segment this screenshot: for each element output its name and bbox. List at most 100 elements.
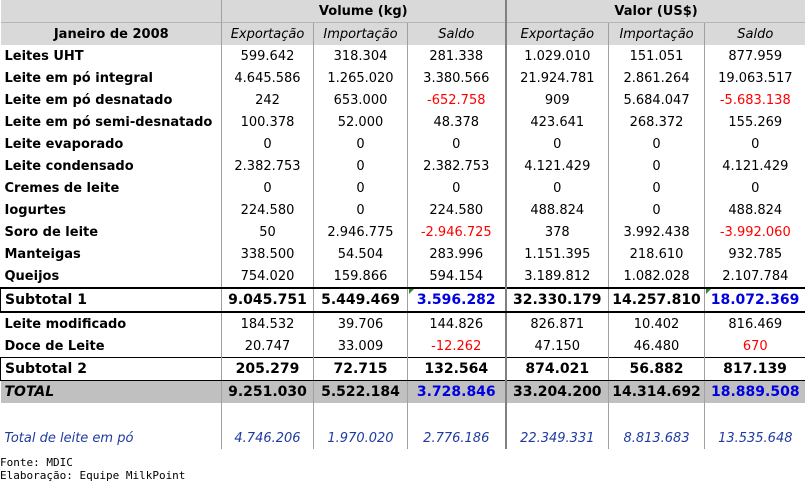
volume-exportacao-cell: 20.747 — [221, 335, 314, 358]
table-row: Leites UHT 599.642 318.304 281.338 1.029.010… — [1, 45, 805, 67]
volume-saldo-cell: 0 — [406, 133, 506, 155]
valor-saldo-cell: 817.139 — [704, 357, 805, 381]
valor-saldo-cell: 932.785 — [704, 243, 805, 265]
valor-saldo-cell: 4.121.429 — [704, 155, 805, 177]
valor-exportacao-cell: 3.189.812 — [504, 265, 609, 288]
valor-group-header: Valor (US$) — [504, 0, 805, 23]
volume-saldo-cell: -12.262 — [406, 335, 506, 358]
volume-importacao-cell: 39.706 — [313, 312, 408, 335]
spacer-cell — [1, 403, 222, 427]
spacer-cell — [608, 403, 705, 427]
volume-saldo-cell: 594.154 — [406, 265, 506, 288]
valor-saldo-cell: 670 — [704, 335, 805, 358]
row-label: Leite em pó desnatado — [4, 92, 173, 108]
row-label: Subtotal 2 — [0, 357, 222, 381]
row-label: Leite em pó integral — [4, 70, 153, 86]
volume-importacao-cell: 33.009 — [313, 335, 408, 358]
valor-importacao-cell: 14.257.810 — [608, 287, 705, 313]
volume-importacao-cell: 2.946.775 — [313, 221, 408, 243]
valor-saldo-cell: 155.269 — [704, 111, 805, 133]
valor-saldo-cell: 19.063.517 — [704, 67, 805, 89]
volume-exportacao-cell: 4.746.206 — [221, 427, 314, 449]
volume-importacao-cell: 1.265.020 — [313, 67, 408, 89]
volume-saldo-cell: 132.564 — [406, 357, 506, 381]
row-label: Queijos — [4, 268, 60, 284]
volume-saldo-cell: 144.826 — [406, 312, 506, 335]
volume-saldo-cell: 224.580 — [406, 199, 506, 221]
valor-importacao-cell: 0 — [608, 177, 705, 199]
row-label: Leites UHT — [4, 48, 84, 64]
volume-exportacao-cell: 184.532 — [221, 312, 314, 335]
powder-total-row: Total de leite em pó 4.746.206 1.970.020 2.… — [1, 427, 805, 449]
table-row: Iogurtes 224.580 0 224.580 488.824 0 488.824 — [1, 199, 805, 221]
table-row: Leite em pó desnatado 242 653.000 -652.758 9… — [1, 89, 805, 111]
valor-importacao-cell: 151.051 — [608, 45, 705, 67]
valor-saldo-cell: 18.889.508 — [704, 380, 805, 403]
valor-exportacao-cell: 47.150 — [504, 335, 609, 358]
row-label: Subtotal 1 — [0, 287, 222, 313]
spacer-cell — [504, 403, 609, 427]
volume-importacao-cell: 72.715 — [313, 357, 408, 381]
table-row: Queijos 754.020 159.866 594.154 3.189.812 1.0… — [1, 265, 805, 288]
row-label: Iogurtes — [4, 202, 67, 218]
valor-saldo-header: Saldo — [704, 22, 805, 45]
valor-saldo-cell: 0 — [704, 177, 805, 199]
valor-importacao-cell: 2.861.264 — [608, 67, 705, 89]
row-label: Total de leite em pó — [4, 430, 134, 446]
valor-saldo-cell: 18.072.369 — [704, 287, 805, 313]
table-row: Leite em pó semi-desnatado 100.378 52.000 4… — [1, 111, 805, 133]
valor-exportacao-cell: 0 — [504, 177, 609, 199]
subtotal1-row: Subtotal 1 9.045.751 5.449.469 3.596.282 32.… — [0, 287, 805, 313]
header-column-row: Janeiro de 2008 Exportação Importação Sa… — [0, 22, 805, 45]
valor-exportacao-cell: 423.641 — [504, 111, 609, 133]
header-blank-cell — [0, 0, 222, 23]
volume-exportacao-cell: 599.642 — [221, 45, 314, 67]
table-row: Soro de leite 50 2.946.775 -2.946.725 378 3.9… — [1, 221, 805, 243]
row-label: Leite em pó semi-desnatado — [4, 114, 213, 130]
volume-importacao-cell: 54.504 — [313, 243, 408, 265]
valor-importacao-cell: 10.402 — [608, 312, 705, 335]
volume-exportacao-cell: 205.279 — [221, 357, 314, 381]
volume-exportacao-cell: 0 — [221, 177, 314, 199]
volume-exportacao-cell: 224.580 — [221, 199, 314, 221]
volume-importacao-cell: 0 — [313, 199, 408, 221]
volume-importacao-cell: 653.000 — [313, 89, 408, 111]
valor-saldo-cell: -5.683.138 — [704, 89, 805, 111]
spacer-row — [1, 403, 805, 427]
valor-saldo-cell: 0 — [704, 133, 805, 155]
trade-table: Volume (kg) Valor (US$) Janeiro de 2008 … — [0, 0, 805, 449]
valor-importacao-cell: 0 — [608, 199, 705, 221]
volume-saldo-cell: -652.758 — [406, 89, 506, 111]
volume-saldo-cell: 48.378 — [406, 111, 506, 133]
valor-exportacao-cell: 0 — [504, 133, 609, 155]
volume-importacao-header: Importação — [313, 22, 408, 45]
volume-exportacao-cell: 242 — [221, 89, 314, 111]
table-row: Leite modificado 184.532 39.706 144.826 826.… — [1, 312, 805, 335]
valor-exportacao-cell: 22.349.331 — [504, 427, 609, 449]
valor-exportacao-cell: 874.021 — [504, 357, 609, 381]
valor-exportacao-cell: 826.871 — [504, 312, 609, 335]
valor-importacao-cell: 218.610 — [608, 243, 705, 265]
volume-importacao-cell: 0 — [313, 133, 408, 155]
table-row: Leite condensado 2.382.753 0 2.382.753 4.121… — [1, 155, 805, 177]
volume-saldo-cell: -2.946.725 — [406, 221, 506, 243]
valor-importacao-cell: 1.082.028 — [608, 265, 705, 288]
elaboration-note: Elaboração: Equipe MilkPoint — [0, 469, 186, 482]
spacer-cell — [313, 403, 408, 427]
valor-importacao-cell: 46.480 — [608, 335, 705, 358]
volume-exportacao-cell: 0 — [221, 133, 314, 155]
valor-saldo-cell: 816.469 — [704, 312, 805, 335]
volume-exportacao-cell: 338.500 — [221, 243, 314, 265]
volume-saldo-cell: 283.996 — [406, 243, 506, 265]
row-label: Doce de Leite — [4, 338, 105, 354]
valor-exportacao-header: Exportação — [504, 22, 609, 45]
table-row: Leite evaporado 0 0 0 0 0 0 — [1, 133, 805, 155]
volume-exportacao-cell: 9.045.751 — [221, 287, 314, 313]
period-header: Janeiro de 2008 — [0, 22, 222, 45]
valor-exportacao-cell: 21.924.781 — [504, 67, 609, 89]
row-label: Leite modificado — [4, 316, 127, 332]
volume-saldo-cell: 281.338 — [406, 45, 506, 67]
valor-importacao-cell: 268.372 — [608, 111, 705, 133]
volume-saldo-cell: 2.382.753 — [406, 155, 506, 177]
total-row: TOTAL 9.251.030 5.522.184 3.728.846 33.204.2… — [0, 380, 805, 403]
